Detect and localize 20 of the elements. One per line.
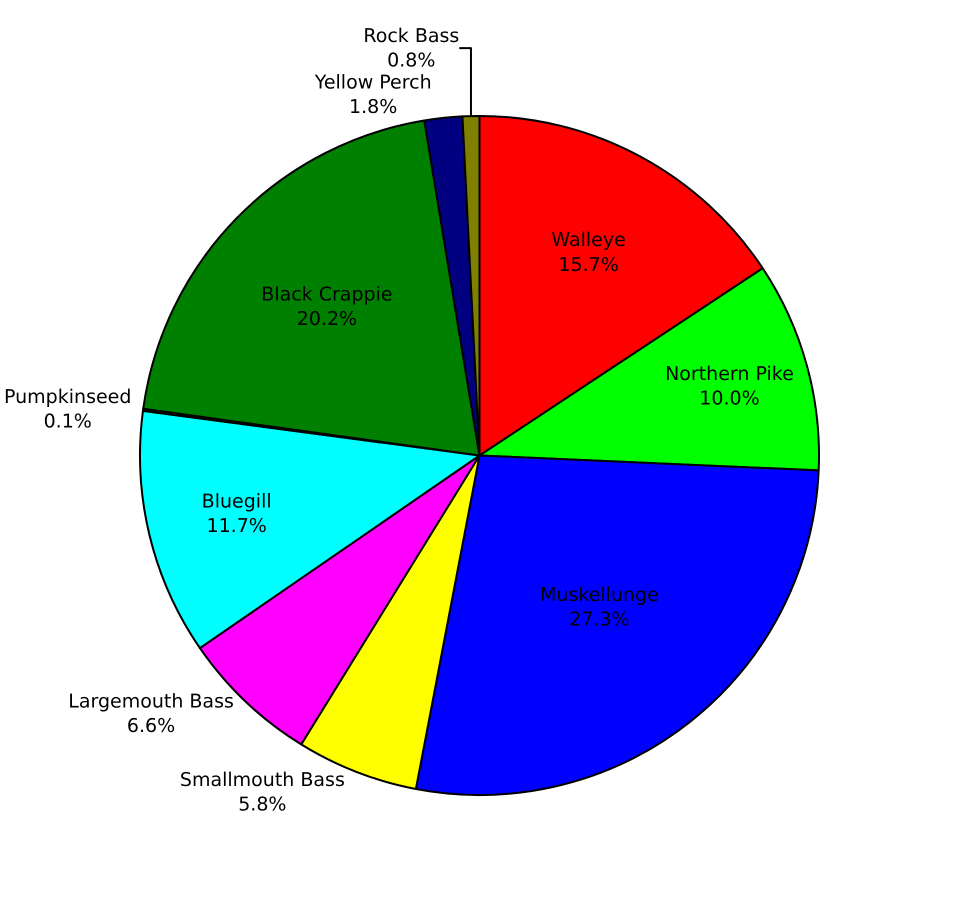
slice-label: Pumpkinseed xyxy=(4,386,132,408)
data-label: 27.3% xyxy=(569,608,630,630)
slice-label: Walleye xyxy=(551,229,626,252)
slice-label: Yellow Perch xyxy=(314,72,432,94)
slice-label: Black Crappie xyxy=(261,283,393,306)
data-label: 15.7% xyxy=(558,254,619,276)
data-label: 6.6% xyxy=(126,715,176,738)
data-label: 11.7% xyxy=(206,515,267,538)
data-label: 0.1% xyxy=(44,410,92,433)
data-label: 1.8% xyxy=(349,96,398,118)
slice-label: Northern Pike xyxy=(665,362,794,385)
data-label: 0.8% xyxy=(387,50,436,72)
data-label: 10.0% xyxy=(699,388,760,410)
slice-label: Largemouth Bass xyxy=(68,690,234,712)
slice-label: Rock Bass xyxy=(363,24,460,47)
slice-label: Bluegill xyxy=(202,490,272,512)
slice-label: Smallmouth Bass xyxy=(180,768,345,791)
slice-label: Muskellunge xyxy=(540,584,659,606)
data-label: 20.2% xyxy=(296,308,358,330)
data-label: 5.8% xyxy=(238,794,286,816)
